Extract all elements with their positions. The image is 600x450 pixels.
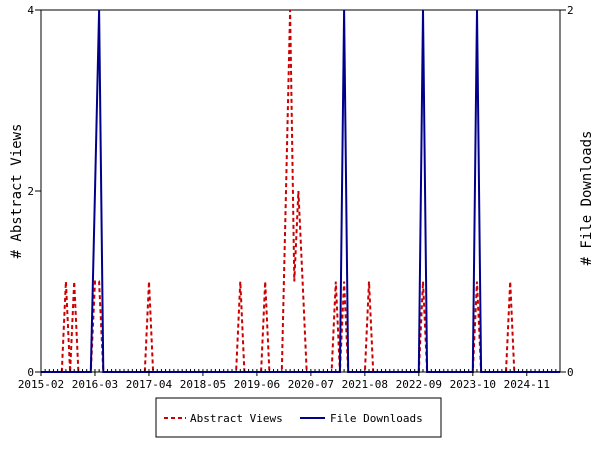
x-tick-label: 2019-06 (234, 378, 280, 391)
x-tick-label: 2016-03 (72, 378, 118, 391)
x-tick-label: 2022-09 (396, 378, 442, 391)
legend-label-abstract-views: Abstract Views (190, 412, 283, 425)
legend-box (155, 397, 442, 438)
x-tick-label: 2018-05 (180, 378, 226, 391)
y-left-axis-title: # Abstract Views (9, 124, 25, 259)
y-left-tick-label: 2 (27, 185, 34, 198)
y-left-tick-label: 0 (27, 366, 34, 379)
y-right-axis-title: # File Downloads (579, 131, 595, 266)
legend: Abstract Views File Downloads (155, 397, 442, 438)
y-left-tick-label: 4 (27, 4, 34, 17)
x-tick-label: 2020-07 (288, 378, 334, 391)
y-right-tick-label: 2 (567, 4, 574, 17)
legend-label-file-downloads: File Downloads (330, 412, 423, 425)
x-tick-label: 2024-11 (504, 378, 550, 391)
x-tick-label: 2021-08 (342, 378, 388, 391)
y-right-tick-label: 0 (567, 366, 574, 379)
x-tick-label: 2023-10 (450, 378, 496, 391)
plot-area (40, 9, 561, 373)
ticks-layer: 2015-02 2016-03 2017-04 2018-05 2019-06 2020-… (18, 4, 574, 391)
x-tick-label: 2015-02 (18, 378, 64, 391)
series-line-abstract-views (41, 9, 560, 373)
x-tick-label: 2017-04 (126, 378, 173, 391)
